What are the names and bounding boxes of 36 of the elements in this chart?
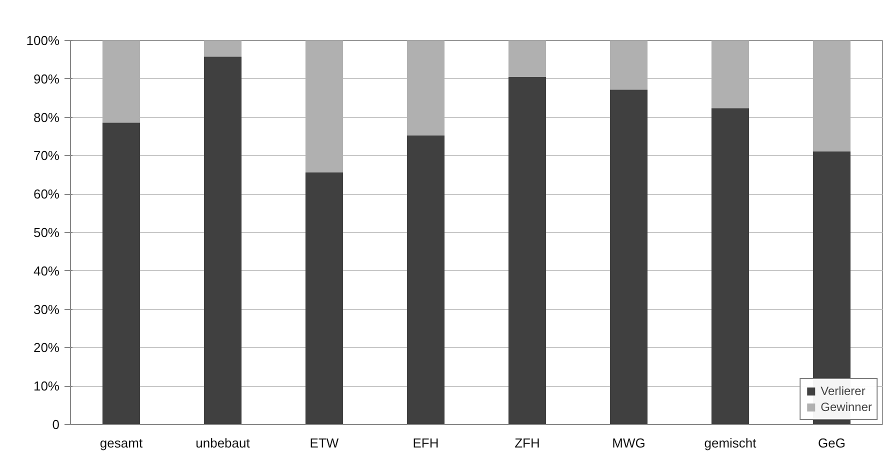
y-tick-label: 30% <box>33 302 60 317</box>
x-tick-label: GeG <box>818 436 846 450</box>
y-tick-label: 50% <box>33 225 60 240</box>
y-tick-label: 20% <box>33 340 60 356</box>
legend-label: Gewinner <box>820 400 872 414</box>
bar <box>711 108 750 424</box>
bar <box>305 172 344 424</box>
y-tick-label: 100% <box>26 33 60 48</box>
x-tick-label: MWG <box>612 436 646 450</box>
bar <box>204 56 242 424</box>
x-tick-label: ZFH <box>514 436 540 450</box>
bar <box>305 40 344 172</box>
x-tick-label: gesamt <box>100 436 143 450</box>
bar <box>711 40 750 108</box>
bar <box>406 40 445 136</box>
y-tick-label: 70% <box>33 148 60 164</box>
y-tick-label: 60% <box>33 186 60 202</box>
y-tick-label: 90% <box>33 71 60 86</box>
x-tick-label: EFH <box>412 436 439 450</box>
x-tick-label: gemischt <box>704 436 757 450</box>
bar <box>610 40 648 90</box>
bar <box>812 40 851 152</box>
y-tick-label: 80% <box>33 110 60 125</box>
legend-label: Verlierer <box>820 384 866 398</box>
bar <box>508 40 546 77</box>
bar <box>610 90 648 424</box>
y-tick-label: 40% <box>33 263 60 278</box>
x-tick-label: ETW <box>310 436 340 450</box>
y-tick-label: 0 <box>52 417 60 432</box>
x-tick-label: unbebaut <box>196 436 250 450</box>
bar <box>406 135 445 424</box>
bar <box>102 40 140 123</box>
y-tick-label: 10% <box>33 378 60 394</box>
bar <box>204 40 242 57</box>
bar <box>102 122 140 424</box>
bar <box>508 76 546 424</box>
